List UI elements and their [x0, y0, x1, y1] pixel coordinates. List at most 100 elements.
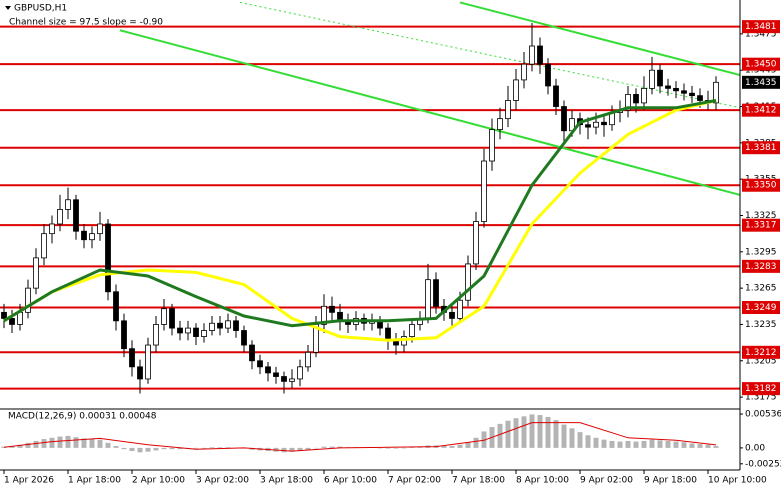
macd-bar [497, 423, 503, 448]
candle-body [89, 233, 95, 241]
candle-body [169, 308, 175, 329]
level-label: 1.3317 [745, 221, 777, 231]
candle-body [473, 221, 479, 265]
level-label: 1.3249 [745, 303, 777, 313]
candle-body [553, 85, 559, 107]
y-tick-label: 1.3235 [745, 320, 777, 330]
level-label: 1.3412 [745, 106, 777, 116]
candle-body [633, 94, 639, 104]
candle-body [489, 129, 495, 162]
macd-bar [297, 447, 303, 452]
y-tick-label: 1.3325 [745, 211, 777, 221]
macd-bar [617, 441, 623, 448]
macd-bar [401, 447, 407, 449]
macd-bar [521, 416, 527, 448]
macd-bar [73, 437, 79, 448]
macd-bar [49, 437, 55, 448]
candle-body [465, 263, 471, 301]
candle-body [321, 305, 327, 325]
macd-tick-label: 0.00 [745, 443, 765, 453]
candle-body [513, 79, 519, 101]
candle-body [33, 257, 39, 289]
candle-body [225, 320, 231, 329]
macd-bar [561, 424, 567, 448]
candle-body [97, 223, 103, 235]
candle-body [113, 291, 119, 322]
macd-bar [81, 438, 87, 448]
candle-body [289, 378, 295, 382]
macd-bar [505, 420, 511, 448]
candle-body [545, 63, 551, 87]
level-tag [742, 178, 780, 192]
plot-area [0, 1, 741, 453]
candle-body [689, 92, 695, 97]
candle-body [561, 106, 567, 132]
macd-bar [57, 436, 63, 448]
macd-bar [121, 447, 127, 450]
macd-bar [457, 444, 463, 448]
candle-body [601, 121, 607, 126]
channel-line [239, 1, 741, 109]
macd-bar [441, 446, 447, 448]
macd-bar [553, 420, 559, 448]
macd-bar [673, 441, 679, 448]
y-tick-label: 1.3475 [745, 29, 777, 39]
macd-bar [97, 439, 103, 448]
candle-body [305, 351, 311, 368]
candle-body [385, 327, 391, 341]
macd-bar [65, 435, 71, 448]
y-tick-label: 1.3175 [745, 393, 777, 403]
level-label: 1.3381 [745, 143, 777, 153]
x-tick-label: 7 Apr 02:00 [388, 476, 441, 486]
y-tick-label: 1.3265 [745, 284, 777, 294]
candle-body [65, 199, 71, 210]
candle-body [281, 376, 287, 382]
candle-body [585, 124, 591, 128]
candle-body [665, 85, 671, 89]
current-price-tag [742, 75, 780, 89]
candle-body [177, 327, 183, 334]
candle-body [201, 330, 207, 337]
x-tick-label: 8 Apr 10:00 [516, 476, 569, 486]
candle-body [681, 90, 687, 94]
macd-tick-label: -0.00252 [745, 459, 781, 469]
channel-line [459, 1, 741, 77]
candle-body [425, 279, 431, 319]
level-tag [742, 57, 780, 71]
candle-body [273, 372, 279, 377]
macd-bar [161, 447, 167, 450]
macd-bar [537, 415, 543, 448]
macd-label: MACD(12,26,9) 0.00031 0.00048 [8, 412, 157, 422]
candle-body [161, 308, 167, 325]
macd-bar [193, 447, 199, 449]
candle-body [249, 344, 255, 362]
candle-body [153, 324, 159, 346]
candle-body [257, 360, 263, 368]
x-tick-label: 1 Apr 2026 [4, 476, 54, 486]
macd-bar [9, 446, 15, 448]
level-tag [742, 20, 780, 34]
candle-body [9, 318, 15, 325]
macd-bar [465, 442, 471, 448]
candle-body [521, 63, 527, 81]
macd-bar [665, 440, 671, 448]
macd-bar [625, 440, 631, 448]
macd-bar [633, 441, 639, 448]
moving-average [3, 99, 717, 328]
candle-body [17, 311, 23, 325]
macd-bar [153, 447, 159, 451]
x-tick-label: 7 Apr 18:00 [452, 476, 505, 486]
level-tag [742, 259, 780, 273]
candle-body [57, 209, 63, 225]
macd-bar [513, 418, 519, 448]
macd-bar [217, 447, 223, 448]
level-tag [742, 301, 780, 315]
macd-bar [337, 446, 343, 448]
candle-body [657, 69, 663, 87]
level-label: 1.3283 [745, 262, 777, 272]
level-label: 1.3450 [745, 60, 777, 70]
level-label: 1.3350 [745, 181, 777, 191]
x-tick-label: 9 Apr 18:00 [644, 476, 697, 486]
level-tag [742, 141, 780, 155]
level-tag [742, 382, 780, 396]
